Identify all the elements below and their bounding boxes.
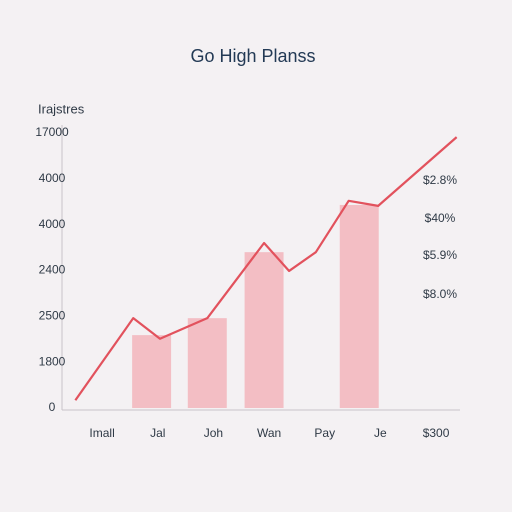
x-tick-label: $300	[423, 426, 450, 440]
bar	[187, 318, 227, 408]
y-tick-label: 2400	[39, 263, 66, 277]
x-tick-label: Imall	[89, 426, 114, 440]
x-tick-label: Jal	[150, 426, 165, 440]
x-tick-label: Wan	[257, 426, 281, 440]
y-tick-label: 1800	[39, 354, 66, 368]
y-axis-title: Irajstres	[38, 101, 85, 116]
x-tick-label: Je	[374, 426, 387, 440]
line	[74, 136, 458, 401]
annotation: $2.8%	[423, 173, 457, 187]
y-tick-label: 4000	[39, 171, 66, 185]
y-tick-label: 0	[49, 400, 56, 414]
y-tick-label: 2500	[39, 309, 66, 323]
annotation: $5.9%	[423, 248, 457, 262]
bar	[244, 252, 284, 408]
y-tick-label: 4000	[39, 217, 66, 231]
chart-title: Go High Planss	[190, 46, 315, 66]
bar	[132, 335, 172, 408]
annotation: $40%	[425, 211, 456, 225]
x-tick-label: Pay	[314, 426, 335, 440]
bar	[339, 204, 379, 408]
x-tick-label: Joh	[204, 426, 223, 440]
y-tick-label: 17000	[35, 125, 69, 139]
annotation: $8.0%	[423, 287, 457, 301]
